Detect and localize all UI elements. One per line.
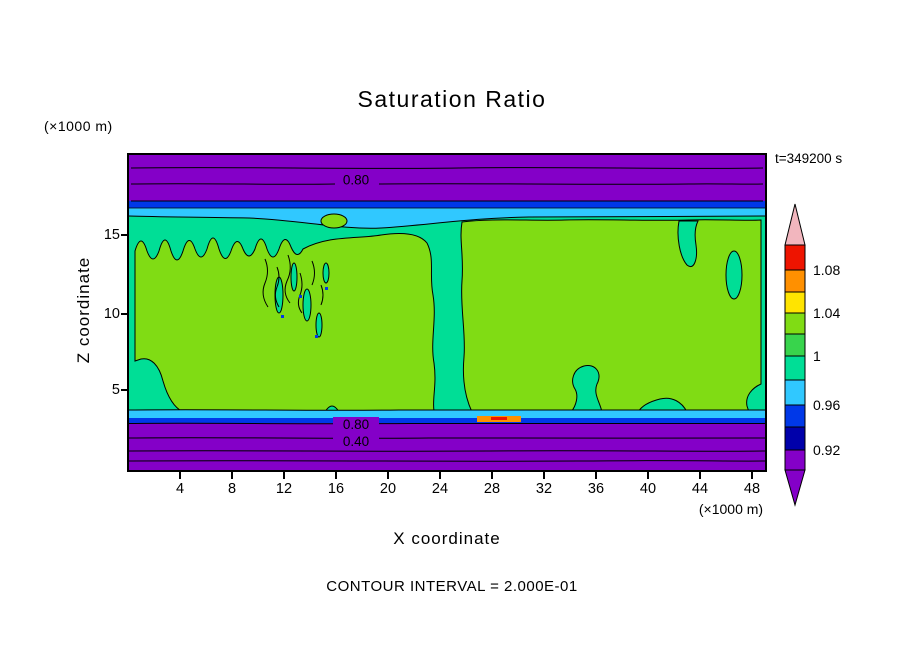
contour-label-box <box>333 434 379 449</box>
x-tick-label: 16 <box>327 481 345 497</box>
x-tick-label: 28 <box>483 481 501 497</box>
z-tick-mark <box>121 389 129 391</box>
x-tick-label: 20 <box>379 481 397 497</box>
x-tick-label: 48 <box>743 481 761 497</box>
contour-label-bottom-lower: 0.40 <box>343 434 369 449</box>
contour-label-box <box>333 417 379 432</box>
x-tick-mark <box>335 471 337 479</box>
x-tick-mark <box>595 471 597 479</box>
x-axis-unit: (×1000 m) <box>698 501 764 517</box>
colorbar-label: 1.04 <box>813 305 841 321</box>
x-tick-label: 36 <box>587 481 605 497</box>
x-tick-mark <box>699 471 701 479</box>
x-tick-label: 12 <box>275 481 293 497</box>
z-tick-mark <box>121 234 129 236</box>
colorbar-segment <box>784 449 806 471</box>
colorbar-segment <box>784 379 806 406</box>
z-tick-mark <box>121 313 129 315</box>
x-tick-mark <box>751 471 753 479</box>
x-tick-mark <box>543 471 545 479</box>
unsaturated-intrusion <box>677 220 699 267</box>
x-tick-mark <box>387 471 389 479</box>
colorbar-segment <box>784 404 806 428</box>
x-tick-label: 40 <box>639 481 657 497</box>
z-axis-unit: (×1000 m) <box>44 118 113 134</box>
colorbar-label: 0.96 <box>813 397 841 413</box>
x-tick-label: 32 <box>535 481 553 497</box>
page-title: Saturation Ratio <box>357 86 547 112</box>
time-stamp: t=349200 s <box>775 151 843 166</box>
colorbar-label: 0.92 <box>813 442 841 458</box>
contour-label-top: 0.80 <box>343 173 369 188</box>
top-boundary-bands: 0.80 <box>129 155 765 229</box>
x-tick-label: 44 <box>691 481 709 497</box>
x-axis-title: X coordinate <box>393 529 501 548</box>
z-tick-label: 10 <box>103 306 120 322</box>
colorbar-segment <box>784 269 806 293</box>
contour-interval-note: CONTOUR INTERVAL = 2.000E-01 <box>326 578 578 595</box>
saturated-region-right <box>460 219 762 413</box>
z-axis-title: Z coordinate <box>74 256 93 364</box>
contour-label-bottom-upper: 0.80 <box>343 417 369 432</box>
x-tick-label: 8 <box>227 481 237 497</box>
colorbar-bottom-arrow <box>784 469 806 507</box>
colorbar-label: 1.08 <box>813 262 841 278</box>
colorbar-segment <box>784 312 806 335</box>
x-tick-mark <box>491 471 493 479</box>
contour-label-box <box>335 172 377 187</box>
colorbar-segment <box>784 291 806 314</box>
z-tick-label: 5 <box>111 382 120 398</box>
colorbar <box>784 203 806 507</box>
unsaturated-intrusion <box>725 250 743 300</box>
x-tick-mark <box>283 471 285 479</box>
x-tick-mark <box>439 471 441 479</box>
colorbar-segment <box>784 333 806 357</box>
x-tick-label: 24 <box>431 481 449 497</box>
z-tick-label: 15 <box>103 227 120 243</box>
plot-area: 0.80 0.80 0.40 <box>127 153 767 472</box>
colorbar-segment <box>784 355 806 381</box>
colorbar-segment <box>784 244 806 271</box>
x-tick-mark <box>231 471 233 479</box>
colorbar-segment <box>784 426 806 451</box>
colorbar-top-arrow <box>784 203 806 246</box>
fine-contour-cluster <box>262 254 330 338</box>
contour-field-svg: 0.80 0.80 0.40 <box>129 155 765 470</box>
colorbar-label: 1 <box>813 348 821 364</box>
saturated-tongue <box>320 213 348 229</box>
x-tick-mark <box>179 471 181 479</box>
bottom-boundary-bands: 0.80 0.40 <box>129 409 765 470</box>
x-tick-label: 4 <box>175 481 185 497</box>
x-tick-mark <box>647 471 649 479</box>
saturated-region-left <box>134 233 436 413</box>
